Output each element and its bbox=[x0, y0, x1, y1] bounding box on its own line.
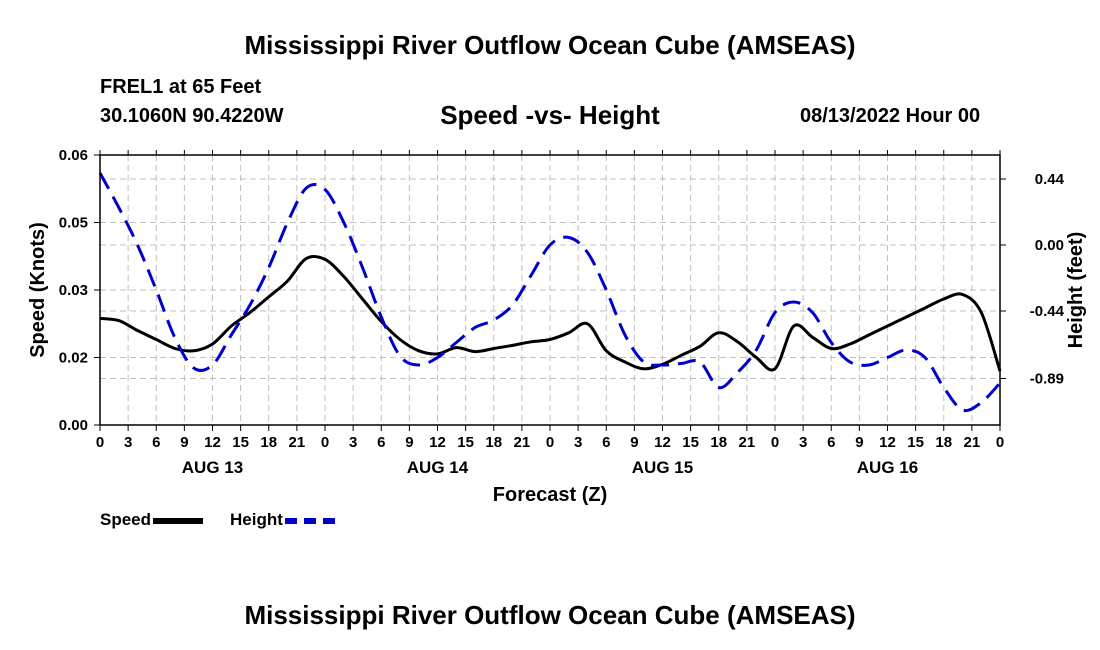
y2-tick-label: -0.44 bbox=[1030, 303, 1065, 320]
day-label: AUG 16 bbox=[857, 458, 918, 477]
x-tick-label: 9 bbox=[630, 434, 638, 451]
x-tick-label: 18 bbox=[260, 434, 277, 451]
day-label: AUG 14 bbox=[407, 458, 469, 477]
x-tick-label: 12 bbox=[204, 434, 221, 451]
y-tick-label: 0.03 bbox=[59, 282, 88, 299]
y2-axis-label: Height (feet) bbox=[1065, 232, 1087, 349]
x-tick-label: 21 bbox=[739, 434, 756, 451]
x-tick-label: 3 bbox=[574, 434, 582, 451]
page-title: Mississippi River Outflow Ocean Cube (AM… bbox=[244, 30, 856, 60]
station-label: FREL1 at 65 Feet bbox=[100, 76, 262, 98]
x-tick-label: 3 bbox=[124, 434, 132, 451]
y-axis-label: Speed (Knots) bbox=[27, 222, 49, 358]
y-tick-label: 0.02 bbox=[59, 350, 88, 367]
x-tick-label: 18 bbox=[485, 434, 502, 451]
y-tick-label: 0.00 bbox=[59, 417, 88, 434]
x-tick-label: 12 bbox=[654, 434, 671, 451]
x-tick-label: 0 bbox=[96, 434, 104, 451]
x-tick-label: 18 bbox=[935, 434, 952, 451]
x-tick-label: 12 bbox=[879, 434, 896, 451]
x-tick-label: 3 bbox=[799, 434, 807, 451]
x-tick-label: 12 bbox=[429, 434, 446, 451]
forecast-datetime: 08/13/2022 Hour 00 bbox=[800, 105, 981, 127]
coordinates-label: 30.1060N 90.4220W bbox=[100, 105, 284, 127]
legend-speed-label: Speed bbox=[100, 510, 152, 529]
y2-tick-label: 0.00 bbox=[1035, 237, 1064, 254]
y2-tick-label: -0.89 bbox=[1030, 371, 1064, 388]
x-tick-label: 15 bbox=[232, 434, 249, 451]
footer-title: Mississippi River Outflow Ocean Cube (AM… bbox=[244, 600, 856, 630]
legend-speed: Speed bbox=[100, 510, 204, 530]
x-tick-label: 15 bbox=[457, 434, 474, 451]
x-tick-label: 6 bbox=[377, 434, 385, 451]
x-tick-label: 0 bbox=[771, 434, 779, 451]
x-tick-label: 9 bbox=[855, 434, 863, 451]
chart-subtitle: Speed -vs- Height bbox=[440, 100, 660, 130]
x-tick-label: 21 bbox=[289, 434, 306, 451]
x-tick-label: 21 bbox=[514, 434, 531, 451]
x-tick-label: 9 bbox=[405, 434, 413, 451]
y-tick-label: 0.06 bbox=[59, 147, 88, 164]
y-tick-label: 0.05 bbox=[59, 215, 88, 232]
legend-height-label: Height bbox=[230, 510, 283, 529]
x-tick-label: 15 bbox=[907, 434, 924, 451]
series-line-height bbox=[98, 172, 1002, 413]
x-tick-label: 6 bbox=[602, 434, 610, 451]
legend-height-swatch bbox=[284, 517, 335, 524]
x-tick-label: 0 bbox=[996, 434, 1004, 451]
day-label: AUG 15 bbox=[632, 458, 693, 477]
series-line-speed bbox=[99, 254, 1002, 372]
day-label: AUG 13 bbox=[182, 458, 243, 477]
x-tick-label: 21 bbox=[964, 434, 981, 451]
x-tick-label: 9 bbox=[180, 434, 188, 451]
x-tick-label: 3 bbox=[349, 434, 357, 451]
legend-height: Height bbox=[230, 510, 335, 530]
x-tick-label: 0 bbox=[321, 434, 329, 451]
x-tick-label: 18 bbox=[710, 434, 727, 451]
x-tick-label: 0 bbox=[546, 434, 554, 451]
x-axis-label: Forecast (Z) bbox=[493, 484, 607, 506]
y2-tick-label: 0.44 bbox=[1035, 171, 1065, 188]
x-tick-label: 15 bbox=[682, 434, 699, 451]
legend-speed-swatch bbox=[153, 517, 204, 524]
x-tick-label: 6 bbox=[827, 434, 835, 451]
x-tick-label: 6 bbox=[152, 434, 160, 451]
